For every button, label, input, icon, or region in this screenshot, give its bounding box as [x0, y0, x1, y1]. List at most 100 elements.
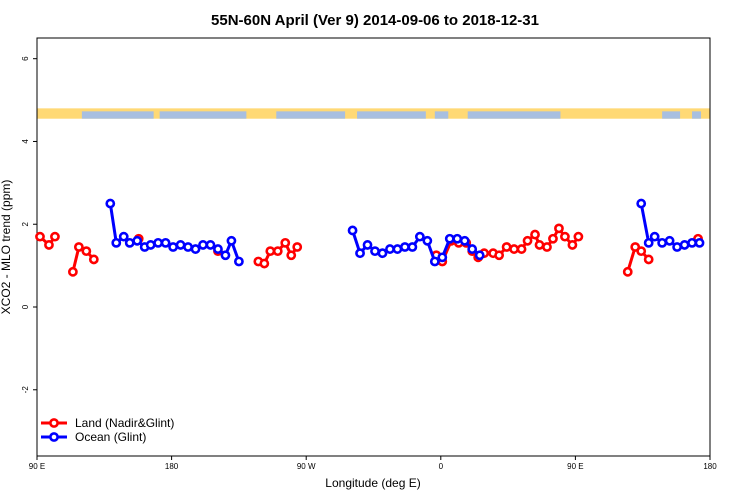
data-point [50, 231, 60, 242]
data-point [190, 244, 201, 254]
data-point [88, 254, 99, 265]
data-point [153, 237, 164, 248]
data-point [105, 198, 116, 209]
data-point [385, 244, 395, 254]
data-point [422, 235, 433, 246]
y-tick-label: -2 [21, 386, 30, 394]
data-point [198, 240, 208, 250]
legend-swatch-point [49, 432, 59, 442]
ocean-patch [81, 111, 154, 119]
data-point [35, 231, 45, 242]
data-point [636, 246, 647, 257]
data-point [292, 242, 303, 252]
ocean-patch [357, 111, 426, 119]
data-point [73, 242, 84, 252]
chart-title: 55N-60N April (Ver 9) 2014-09-06 to 2018… [211, 12, 539, 29]
data-point [111, 237, 122, 248]
data-point [44, 240, 54, 250]
data-point [280, 237, 291, 248]
data-point [636, 198, 647, 209]
data-point [272, 246, 283, 257]
data-point [437, 252, 448, 263]
data-point [118, 231, 129, 242]
data-point [664, 235, 675, 246]
plot-frame [36, 37, 711, 457]
data-point [347, 225, 358, 236]
data-point [205, 240, 216, 250]
series-ocean [105, 198, 705, 267]
data-point [124, 237, 135, 248]
data-point [259, 258, 270, 269]
data-point [501, 242, 512, 252]
data-point [542, 242, 552, 252]
series-land [35, 223, 703, 277]
data-point [407, 242, 418, 252]
data-point [516, 244, 527, 254]
data-point [467, 244, 478, 254]
data-point [534, 240, 545, 250]
data-point [509, 244, 519, 254]
x-tick-label: 90 E [29, 462, 45, 471]
data-point [474, 250, 485, 261]
land-ocean-band [37, 108, 710, 119]
y-axis: -2 0 2 4 6 [21, 56, 37, 393]
data-point [429, 256, 440, 267]
y-tick-label: 0 [21, 304, 30, 309]
data-point [355, 248, 365, 259]
x-tick-label: 90 E [567, 462, 583, 471]
ocean-patch [276, 111, 346, 119]
data-point [560, 231, 570, 242]
data-point [392, 244, 403, 254]
data-point [548, 233, 558, 244]
data-point [573, 231, 584, 242]
data-point [132, 235, 143, 246]
legend-entry: Land (Nadir&Glint) [75, 416, 174, 430]
data-point [522, 235, 533, 246]
data-point [643, 254, 654, 265]
data-point [183, 242, 193, 252]
data-point [400, 242, 410, 252]
ocean-patch [467, 111, 561, 119]
data-point [459, 235, 470, 246]
data-point [286, 250, 297, 261]
data-point [213, 244, 223, 254]
y-tick-label: 6 [21, 56, 30, 61]
x-tick-label: 180 [703, 462, 717, 471]
data-point [414, 231, 425, 242]
x-axis-label: Longitude (deg E) [325, 476, 420, 490]
ocean-patch [662, 111, 681, 119]
data-point [444, 233, 455, 244]
data-point [649, 231, 660, 242]
legend-swatch-point [49, 418, 59, 428]
data-point [567, 240, 578, 250]
data-point [672, 242, 682, 252]
legend-entry: Ocean (Glint) [75, 430, 146, 444]
y-tick-label: 4 [21, 139, 30, 144]
data-point [643, 237, 654, 248]
legend: Land (Nadir&Glint)Ocean (Glint) [41, 416, 174, 444]
data-point [554, 223, 564, 234]
data-point [67, 266, 78, 277]
data-point [362, 240, 373, 250]
ocean-patch [434, 111, 449, 119]
series-layer [35, 198, 705, 277]
x-axis: 90 E 180 90 W 0 90 E 180 [29, 456, 717, 471]
x-tick-label: 180 [165, 462, 179, 471]
data-point [377, 248, 388, 259]
data-point [265, 246, 276, 257]
y-axis-label: XCO2 - MLO trend (ppm) [0, 180, 13, 315]
data-point [694, 237, 705, 248]
data-point [168, 242, 178, 252]
x-tick-label: 90 W [297, 462, 316, 471]
data-point [622, 266, 633, 277]
data-point [452, 233, 463, 244]
y-tick-label: 2 [21, 221, 30, 226]
data-point [679, 240, 690, 250]
data-point [233, 256, 244, 267]
data-point [81, 246, 92, 257]
data-point [220, 250, 231, 261]
data-point [530, 229, 540, 240]
data-point [370, 246, 380, 257]
ocean-patch [692, 111, 702, 119]
data-point [687, 237, 697, 248]
